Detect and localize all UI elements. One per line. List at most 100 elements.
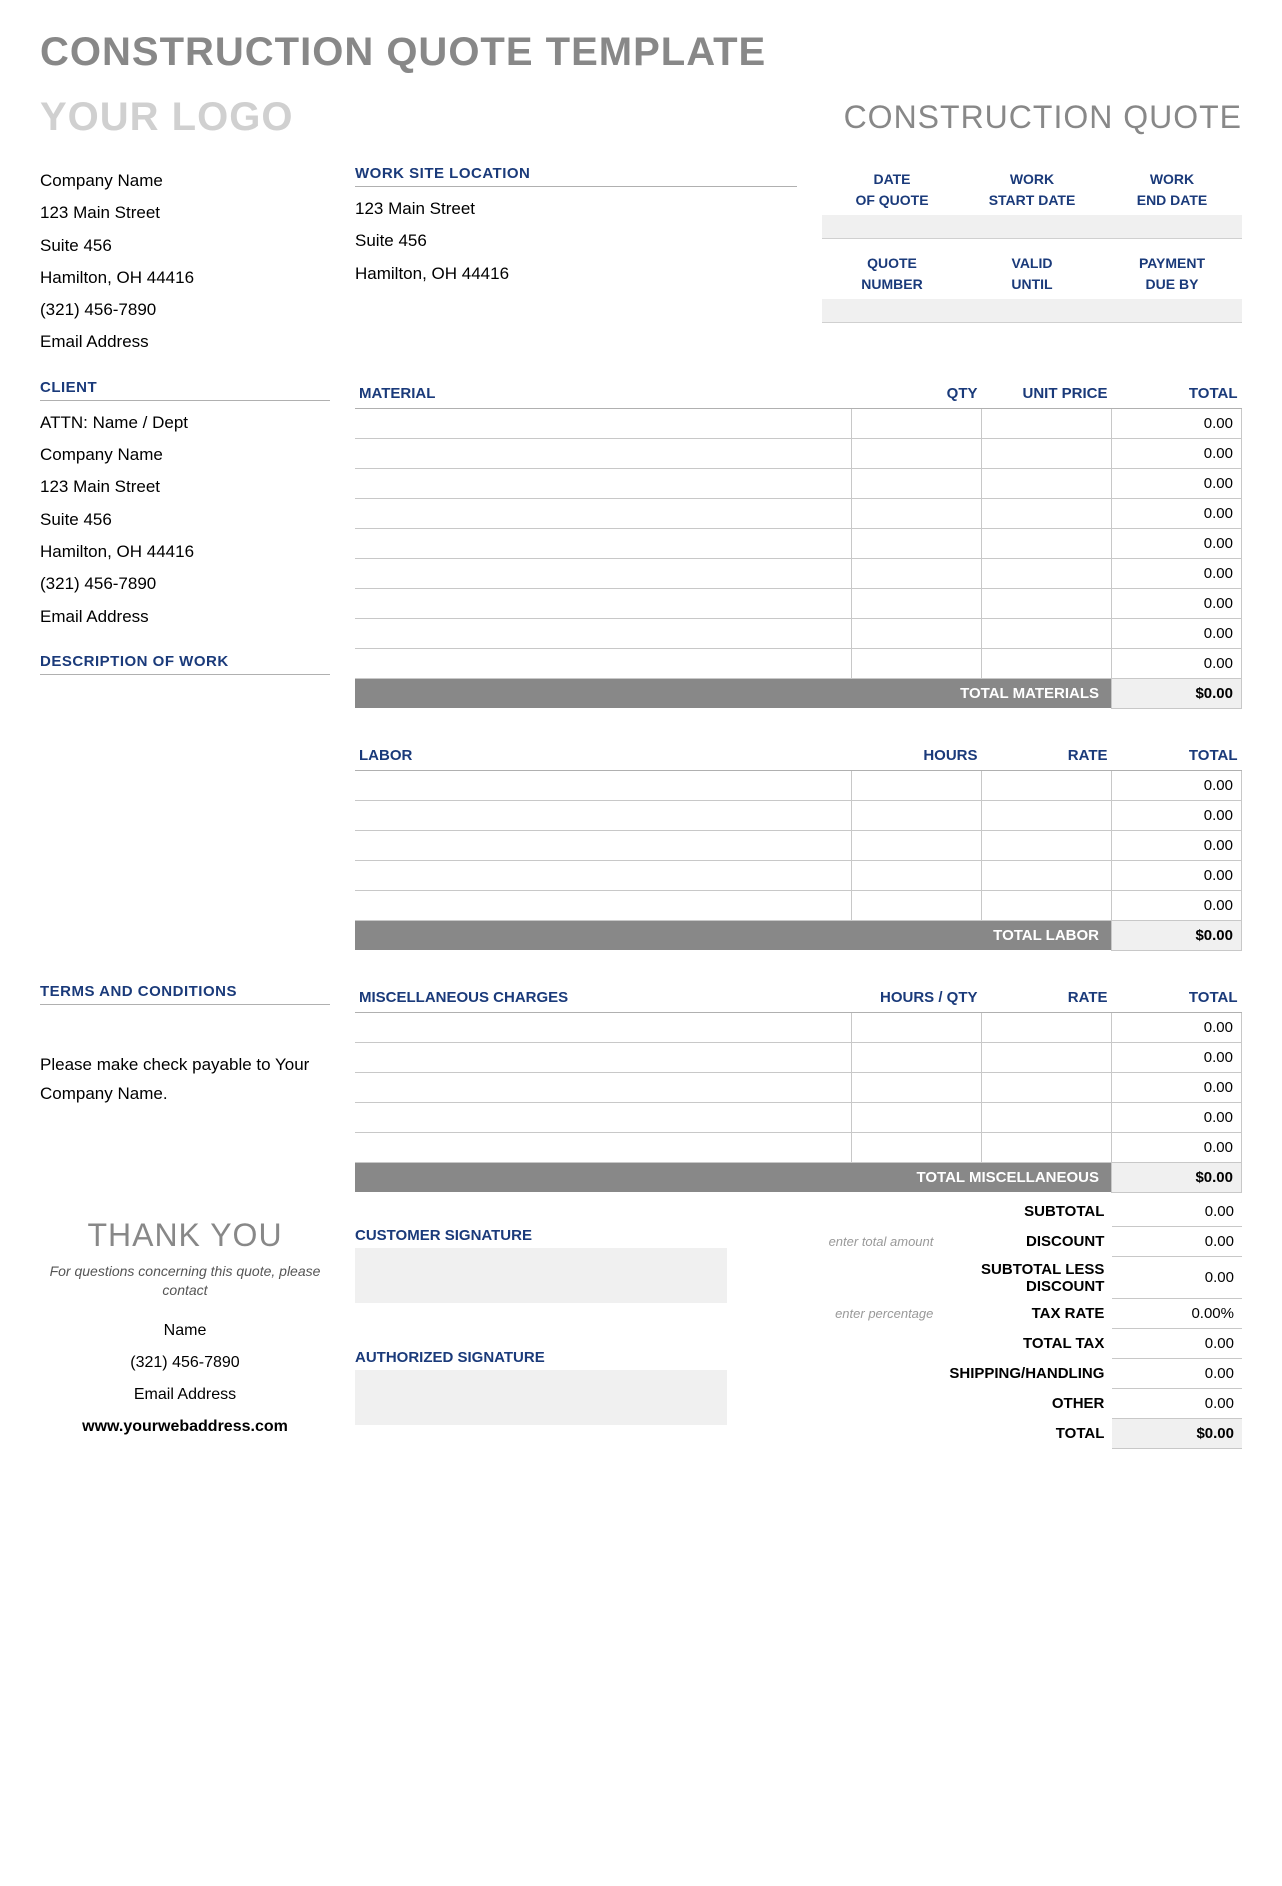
- labor-header-hours: HOURS: [852, 741, 982, 771]
- customer-signature-box[interactable]: [355, 1248, 727, 1303]
- cell-desc[interactable]: [355, 1042, 852, 1072]
- cell-qty[interactable]: [852, 800, 982, 830]
- cell-desc[interactable]: [355, 830, 852, 860]
- cell-price[interactable]: [982, 860, 1112, 890]
- cell-price[interactable]: [982, 558, 1112, 588]
- cell-desc[interactable]: [355, 498, 852, 528]
- cell-price[interactable]: [982, 800, 1112, 830]
- subtotal-label: SUBTOTAL: [941, 1197, 1112, 1227]
- hint: [752, 1359, 941, 1389]
- cell-desc[interactable]: [355, 468, 852, 498]
- cell-price[interactable]: [982, 830, 1112, 860]
- cell-price[interactable]: [982, 618, 1112, 648]
- cell-price[interactable]: [982, 648, 1112, 678]
- hint: [752, 1197, 941, 1227]
- cell-desc[interactable]: [355, 860, 852, 890]
- cell-total: 0.00: [1112, 1132, 1242, 1162]
- cell-desc[interactable]: [355, 558, 852, 588]
- cell-total: 0.00: [1112, 770, 1242, 800]
- cell-price[interactable]: [982, 1012, 1112, 1042]
- cell-desc[interactable]: [355, 648, 852, 678]
- cell-qty[interactable]: [852, 408, 982, 438]
- cell-price[interactable]: [982, 1042, 1112, 1072]
- cell-qty[interactable]: [852, 438, 982, 468]
- company-info: Company Name 123 Main Street Suite 456 H…: [40, 165, 330, 359]
- cell-price[interactable]: [982, 438, 1112, 468]
- cell-desc[interactable]: [355, 1102, 852, 1132]
- contact-name: Name: [40, 1315, 330, 1347]
- cell-price[interactable]: [982, 498, 1112, 528]
- cell-price[interactable]: [982, 528, 1112, 558]
- misc-header-rate: RATE: [982, 983, 1112, 1013]
- cell-qty[interactable]: [852, 618, 982, 648]
- cell-total: 0.00: [1112, 618, 1242, 648]
- work-start-input[interactable]: [962, 215, 1102, 239]
- cell-qty[interactable]: [852, 498, 982, 528]
- cell-qty[interactable]: [852, 558, 982, 588]
- table-row: 0.00: [355, 528, 1242, 558]
- cell-price[interactable]: [982, 1132, 1112, 1162]
- cell-qty[interactable]: [852, 1042, 982, 1072]
- shipping-value[interactable]: 0.00: [1112, 1359, 1242, 1389]
- cell-price[interactable]: [982, 1102, 1112, 1132]
- quote-number-input[interactable]: [822, 299, 962, 323]
- authorized-signature-box[interactable]: [355, 1370, 727, 1425]
- table-row: 0.00: [355, 1042, 1242, 1072]
- cell-total: 0.00: [1112, 1012, 1242, 1042]
- cell-price[interactable]: [982, 468, 1112, 498]
- cell-desc[interactable]: [355, 1072, 852, 1102]
- cell-qty[interactable]: [852, 860, 982, 890]
- cell-desc[interactable]: [355, 1012, 852, 1042]
- cell-desc[interactable]: [355, 588, 852, 618]
- cell-desc[interactable]: [355, 770, 852, 800]
- section-total-label: TOTAL MISCELLANEOUS: [355, 1162, 1112, 1192]
- cell-qty[interactable]: [852, 890, 982, 920]
- payment-due-input[interactable]: [1102, 299, 1242, 323]
- cell-desc[interactable]: [355, 528, 852, 558]
- cell-desc[interactable]: [355, 618, 852, 648]
- cell-desc[interactable]: [355, 890, 852, 920]
- discount-value[interactable]: 0.00: [1112, 1227, 1242, 1257]
- cell-qty[interactable]: [852, 468, 982, 498]
- cell-qty[interactable]: [852, 830, 982, 860]
- cell-desc[interactable]: [355, 800, 852, 830]
- cell-price[interactable]: [982, 890, 1112, 920]
- contact-web: www.yourwebaddress.com: [40, 1411, 330, 1443]
- cell-desc[interactable]: [355, 1132, 852, 1162]
- contact-phone: (321) 456-7890: [40, 1347, 330, 1379]
- table-row: 0.00: [355, 498, 1242, 528]
- tax-rate-value[interactable]: 0.00%: [1112, 1299, 1242, 1329]
- table-row: 0.00: [355, 890, 1242, 920]
- hint: [752, 1419, 941, 1449]
- cell-price[interactable]: [982, 770, 1112, 800]
- cell-qty[interactable]: [852, 770, 982, 800]
- date-of-quote-input[interactable]: [822, 215, 962, 239]
- cell-qty[interactable]: [852, 588, 982, 618]
- table-row: 0.00: [355, 1102, 1242, 1132]
- cell-qty[interactable]: [852, 1132, 982, 1162]
- cell-total: 0.00: [1112, 528, 1242, 558]
- cell-desc[interactable]: [355, 438, 852, 468]
- cell-total: 0.00: [1112, 1042, 1242, 1072]
- company-city: Hamilton, OH 44416: [40, 262, 330, 294]
- cell-qty[interactable]: [852, 648, 982, 678]
- cell-qty[interactable]: [852, 528, 982, 558]
- table-row: 0.00: [355, 408, 1242, 438]
- other-value[interactable]: 0.00: [1112, 1389, 1242, 1419]
- cell-desc[interactable]: [355, 408, 852, 438]
- work-end-input[interactable]: [1102, 215, 1242, 239]
- worksite-street: 123 Main Street: [355, 193, 797, 225]
- cell-qty[interactable]: [852, 1012, 982, 1042]
- section-total-value: $0.00: [1112, 1162, 1242, 1192]
- cell-qty[interactable]: [852, 1072, 982, 1102]
- cell-price[interactable]: [982, 588, 1112, 618]
- hint: [752, 1389, 941, 1419]
- cell-qty[interactable]: [852, 1102, 982, 1132]
- cell-price[interactable]: [982, 408, 1112, 438]
- valid-until-input[interactable]: [962, 299, 1102, 323]
- cell-price[interactable]: [982, 1072, 1112, 1102]
- section-total-label: TOTAL MATERIALS: [355, 678, 1112, 708]
- shipping-label: SHIPPING/HANDLING: [941, 1359, 1112, 1389]
- company-street: 123 Main Street: [40, 197, 330, 229]
- cell-total: 0.00: [1112, 438, 1242, 468]
